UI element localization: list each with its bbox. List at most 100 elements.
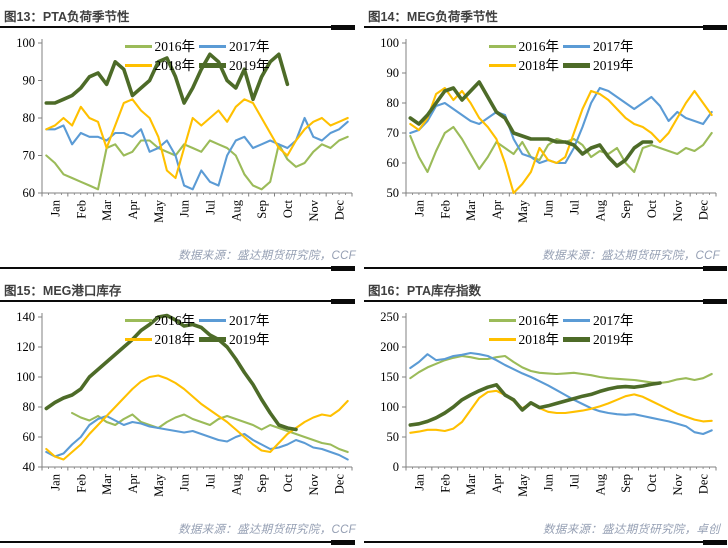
svg-text:Aug: Aug [593,199,607,221]
svg-text:Dec: Dec [697,200,711,221]
panel-bottom-rule [0,266,355,271]
svg-text:Nov: Nov [307,473,321,495]
source-note: 数据来源：盛达期货研究院，CCF [542,250,720,262]
svg-text:Jul: Jul [567,473,581,488]
svg-text:Sep: Sep [619,200,633,219]
svg-text:Dec: Dec [697,474,711,495]
svg-text:60: 60 [23,186,36,200]
panel-title-fig14: 图14：MEG负荷季节性 [368,10,498,24]
svg-text:Jan: Jan [48,199,62,216]
svg-text:Oct: Oct [281,473,295,492]
svg-text:50: 50 [387,430,400,444]
svg-text:Mar: Mar [100,199,114,221]
svg-text:90: 90 [23,74,36,88]
chart-pta-load: 60 70 80 90 100 Jan Feb Mar Apr May Jun Jul Aug Sep Oc… [0,31,364,245]
svg-text:100: 100 [16,36,35,50]
svg-text:Jan: Jan [48,473,62,490]
panel-fig14: 图14：MEG负荷季节性 50 60 70 80 90 100 Jan Feb Mar Apr Ma… [364,0,728,274]
svg-text:80: 80 [23,111,36,125]
svg-text:200: 200 [380,340,399,354]
svg-text:May: May [152,473,166,497]
svg-text:80: 80 [387,96,400,110]
panel-title-fig16: 图16：PTA库存指数 [368,284,481,298]
svg-text:May: May [152,199,166,223]
svg-text:Apr: Apr [126,199,140,219]
svg-text:Jul: Jul [203,473,217,488]
svg-text:Jul: Jul [567,199,581,214]
source-note: 数据来源：盛达期货研究院，卓创 [543,524,720,536]
svg-text:Apr: Apr [490,199,504,219]
title-rule [0,25,355,30]
chart-pta-inventory-index: 0 50 100 150 200 250 Jan Feb Mar Apr May Jun Jul Aug S… [364,305,728,519]
svg-text:100: 100 [16,370,35,384]
svg-text:Jun: Jun [178,199,192,217]
svg-text:100: 100 [380,36,399,50]
svg-text:100: 100 [380,400,399,414]
panel-fig13: 图13：PTA负荷季节性 60 70 80 90 100 Jan Feb Mar Apr May J… [0,0,364,274]
svg-text:Sep: Sep [619,474,633,493]
svg-text:150: 150 [380,370,399,384]
panel-bottom-rule [364,540,727,545]
title-rule [0,299,355,304]
svg-text:250: 250 [380,310,399,324]
chart-meg-load: 50 60 70 80 90 100 Jan Feb Mar Apr May Jun Jul Aug Sep… [364,31,728,245]
svg-text:Oct: Oct [645,199,659,218]
svg-text:Jan: Jan [412,199,426,216]
source-note: 数据来源：盛达期货研究院，CCF [178,250,356,262]
chart-canvas-meg-port-inventory: 40 60 80 100 120 140 Jan Feb Mar Apr May Jun Jul Aug S… [16,310,353,497]
title-rule [364,25,727,30]
title-rule [364,299,727,304]
svg-text:Dec: Dec [333,200,347,221]
svg-text:Feb: Feb [74,474,88,493]
svg-text:50: 50 [387,186,400,200]
svg-text:Sep: Sep [255,200,269,219]
svg-text:80: 80 [23,400,36,414]
svg-text:May: May [516,473,530,497]
svg-text:Mar: Mar [100,473,114,495]
svg-text:Feb: Feb [74,200,88,219]
panel-fig16: 图16：PTA库存指数 0 50 100 150 200 250 Jan Feb Mar Apr M… [364,274,728,548]
svg-text:Mar: Mar [464,199,478,221]
chart-canvas-meg-load: 50 60 70 80 90 100 Jan Feb Mar Apr May Jun Jul Aug Sep… [380,36,717,223]
svg-text:90: 90 [387,66,400,80]
svg-text:60: 60 [387,156,400,170]
svg-text:Jun: Jun [178,473,192,491]
svg-text:Apr: Apr [126,473,140,493]
panel-fig15: 图15：MEG港口库存 40 60 80 100 120 140 Jan Feb Mar Apr M… [0,274,364,548]
panel-title-fig13: 图13：PTA负荷季节性 [4,10,130,24]
chart-canvas-pta-load: 60 70 80 90 100 Jan Feb Mar Apr May Jun Jul Aug Sep Oc… [16,36,353,223]
panel-bottom-rule [0,540,355,545]
svg-text:Sep: Sep [255,474,269,493]
panel-bottom-rule [364,266,727,271]
svg-text:0: 0 [393,460,399,474]
source-note: 数据来源：盛达期货研究院，CCF [178,524,356,536]
svg-text:60: 60 [23,430,36,444]
chart-meg-port-inventory: 40 60 80 100 120 140 Jan Feb Mar Apr May Jun Jul Aug S… [0,305,364,519]
svg-text:Jun: Jun [542,473,556,491]
svg-text:Jun: Jun [542,199,556,217]
svg-text:Jul: Jul [203,199,217,214]
svg-text:Nov: Nov [671,473,685,495]
svg-text:Feb: Feb [438,474,452,493]
svg-text:40: 40 [23,460,36,474]
svg-text:Nov: Nov [307,199,321,221]
svg-text:70: 70 [387,126,400,140]
svg-text:70: 70 [23,149,36,163]
svg-text:Oct: Oct [645,473,659,492]
svg-text:Oct: Oct [281,199,295,218]
svg-text:Dec: Dec [333,474,347,495]
svg-text:Mar: Mar [464,473,478,495]
svg-text:Aug: Aug [229,473,243,495]
chart-canvas-pta-inventory-index: 0 50 100 150 200 250 Jan Feb Mar Apr May Jun Jul Aug S… [380,310,717,497]
svg-text:Nov: Nov [671,199,685,221]
panel-title-fig15: 图15：MEG港口库存 [4,284,122,298]
svg-text:Jan: Jan [412,473,426,490]
svg-text:Feb: Feb [438,200,452,219]
svg-text:120: 120 [16,340,35,354]
svg-text:Apr: Apr [490,473,504,493]
svg-text:Aug: Aug [593,473,607,495]
svg-text:May: May [516,199,530,223]
svg-text:Aug: Aug [229,199,243,221]
svg-text:140: 140 [16,310,35,324]
